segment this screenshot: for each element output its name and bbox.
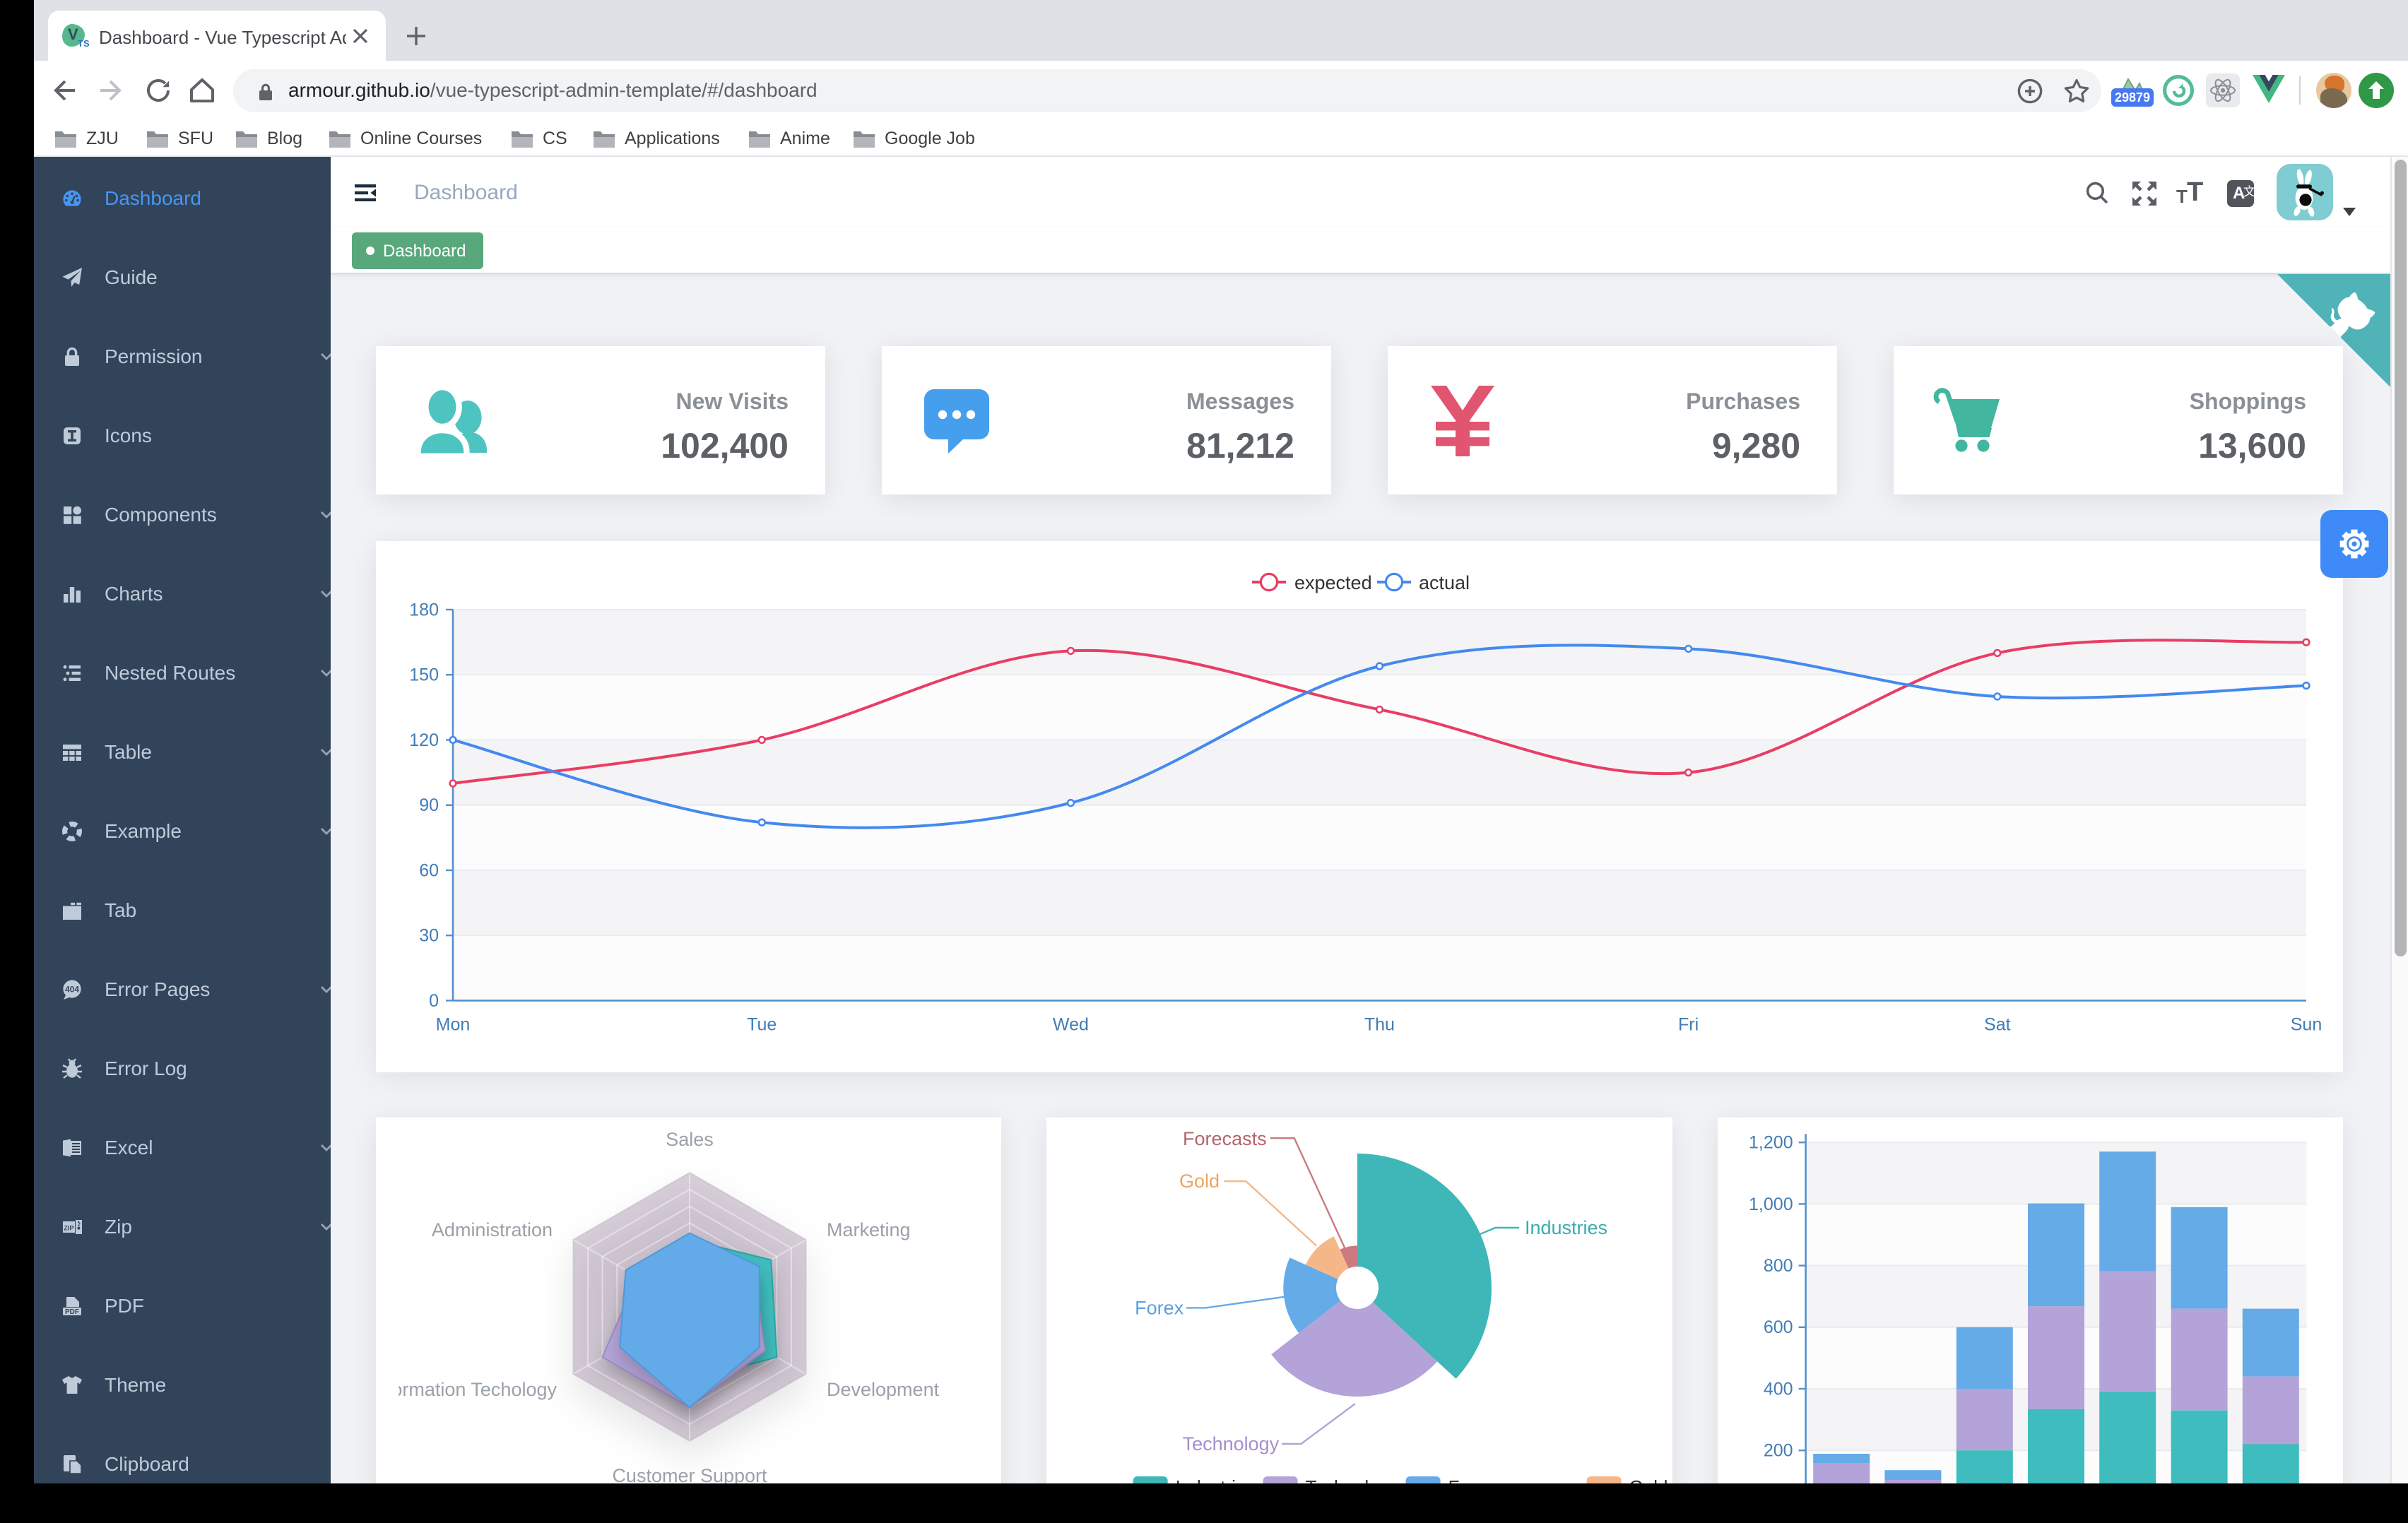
svg-text:Sun: Sun — [2291, 1014, 2322, 1034]
svg-text:1,200: 1,200 — [1749, 1133, 1793, 1153]
svg-text:Fri: Fri — [1678, 1014, 1699, 1034]
svg-text:ZIP: ZIP — [64, 1225, 73, 1232]
svg-text:120: 120 — [409, 730, 439, 750]
svg-text:Forex: Forex — [1448, 1476, 1495, 1483]
svg-text:Marketing: Marketing — [827, 1219, 911, 1240]
svg-text:Sat: Sat — [1984, 1014, 2011, 1034]
svg-text:Technology: Technology — [1306, 1476, 1399, 1483]
svg-text:Gold: Gold — [1179, 1171, 1220, 1192]
svg-text:Customer Support: Customer Support — [612, 1465, 767, 1483]
svg-text:0: 0 — [429, 991, 439, 1011]
svg-text:404: 404 — [65, 985, 79, 995]
svg-text:PDF: PDF — [65, 1308, 79, 1316]
svg-text:Tue: Tue — [747, 1014, 777, 1034]
svg-text:200: 200 — [1763, 1441, 1793, 1461]
svg-text:800: 800 — [1763, 1256, 1793, 1276]
svg-text:actual: actual — [1419, 572, 1470, 593]
svg-text:Industries: Industries — [1176, 1476, 1256, 1483]
svg-text:90: 90 — [419, 795, 439, 815]
svg-text:600: 600 — [1763, 1317, 1793, 1337]
svg-text:150: 150 — [409, 665, 439, 685]
svg-text:Sales: Sales — [666, 1129, 714, 1150]
svg-text:expected: expected — [1294, 572, 1372, 593]
svg-text:Development: Development — [827, 1379, 940, 1400]
svg-text:60: 60 — [419, 860, 439, 880]
svg-text:Administration: Administration — [432, 1219, 553, 1240]
svg-text:Forecasts: Forecasts — [1183, 1128, 1267, 1149]
svg-text:Wed: Wed — [1053, 1014, 1089, 1034]
svg-text:Technology: Technology — [1183, 1433, 1280, 1454]
svg-text:400: 400 — [1763, 1379, 1793, 1399]
svg-text:30: 30 — [419, 926, 439, 946]
svg-text:Mon: Mon — [436, 1014, 471, 1034]
svg-text:Forex: Forex — [1135, 1297, 1185, 1318]
svg-text:Thu: Thu — [1364, 1014, 1395, 1034]
svg-text:Gold: Gold — [1629, 1476, 1668, 1483]
svg-text:1,000: 1,000 — [1749, 1195, 1793, 1214]
svg-text:Information Techology: Information Techology — [399, 1379, 557, 1400]
svg-text:180: 180 — [409, 600, 439, 620]
svg-text:Industries: Industries — [1525, 1217, 1607, 1238]
